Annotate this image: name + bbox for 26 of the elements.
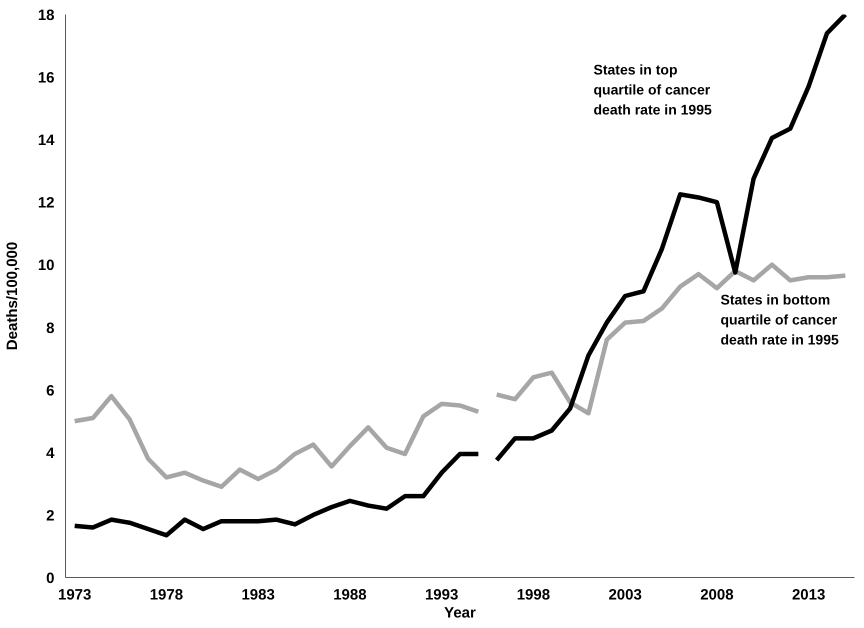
line-series xyxy=(72,394,481,490)
y-tick-label: 0 xyxy=(46,570,54,587)
y-tick-label: 10 xyxy=(38,257,55,274)
y-tick-label: 8 xyxy=(46,320,54,337)
x-tick-label: 1998 xyxy=(516,586,550,604)
y-tick-label: 6 xyxy=(46,382,54,400)
line-series xyxy=(494,14,848,462)
y-tick-label: 4 xyxy=(46,444,56,462)
x-axis-title: Year xyxy=(444,604,476,622)
annotation: States in top quartile of cancer death rate in 1995 xyxy=(594,62,712,118)
x-tick-label: 2003 xyxy=(608,586,642,604)
x-tick-label: 2008 xyxy=(700,586,734,604)
x-tick-label: 1983 xyxy=(241,586,275,604)
x-tick-label: 1988 xyxy=(333,586,367,604)
y-tick-label: 2 xyxy=(46,507,54,524)
x-tick-label: 1978 xyxy=(150,586,184,604)
y-tick-label: 18 xyxy=(38,7,55,24)
x-tick-label: 1973 xyxy=(58,586,92,604)
y-tick-label: 16 xyxy=(38,70,55,87)
y-tick-label: 14 xyxy=(38,132,56,150)
line-series xyxy=(494,262,848,416)
y-axis-title: Deaths/100,000 xyxy=(4,242,21,350)
x-tick-label: 1993 xyxy=(424,586,458,604)
x-tick-label: 2013 xyxy=(792,586,826,604)
y-tick-label: 12 xyxy=(38,194,55,212)
annotation: States in bottom quartile of cancer death rate in 1995 xyxy=(720,292,839,348)
